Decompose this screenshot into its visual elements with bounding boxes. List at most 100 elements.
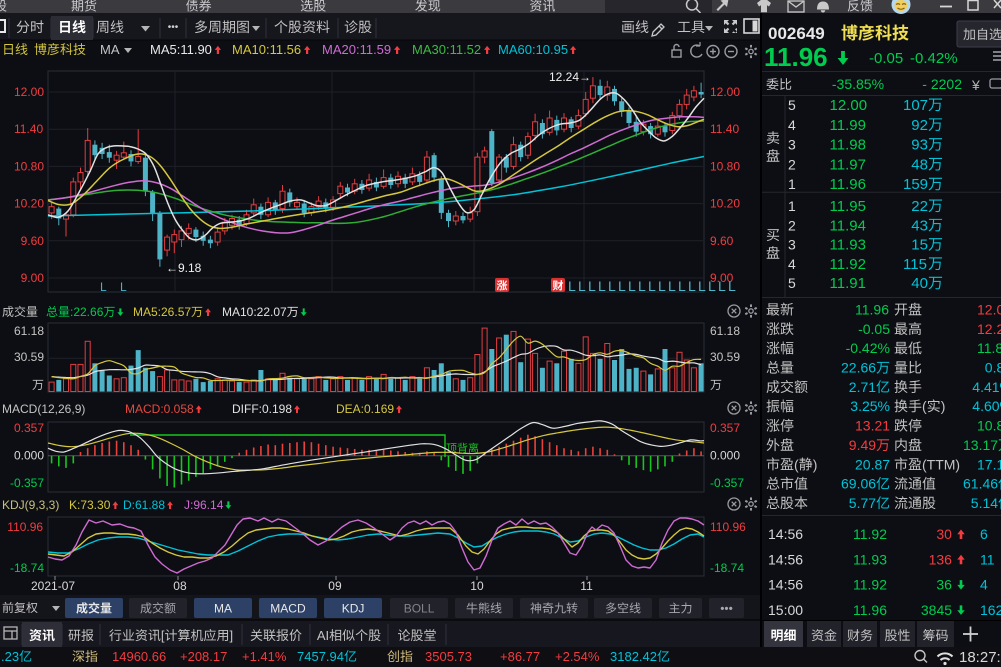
svg-text:12.00: 12.00 (830, 97, 868, 114)
svg-text:9.49: 9.49 (849, 437, 876, 453)
svg-text:L: L (120, 280, 127, 294)
svg-text:L: L (728, 278, 736, 294)
svg-text:): ) (813, 456, 818, 472)
svg-text:L: L (578, 278, 586, 294)
svg-text:MA20:11.59: MA20:11.59 (322, 42, 391, 57)
svg-text:DIFF:0.198: DIFF:0.198 (232, 402, 292, 416)
svg-text:•••: ••• (168, 22, 179, 33)
svg-text:- 2202: - 2202 (922, 76, 962, 92)
svg-text:4: 4 (788, 117, 796, 133)
svg-text:11.96: 11.96 (853, 602, 887, 618)
svg-text:0.000: 0.000 (710, 449, 740, 463)
svg-text:L: L (708, 278, 716, 294)
svg-text:48: 48 (911, 156, 928, 173)
svg-text:D:61.88: D:61.88 (123, 498, 165, 512)
svg-text:0.357: 0.357 (710, 421, 740, 435)
svg-text:11.93: 11.93 (830, 237, 866, 254)
svg-text:0.357: 0.357 (14, 421, 44, 435)
svg-text:9.00: 9.00 (21, 271, 45, 285)
svg-text:-0.42%: -0.42% (910, 50, 958, 67)
svg-text:11.95: 11.95 (830, 198, 866, 215)
svg-text:3505.73: 3505.73 (425, 649, 472, 664)
svg-text:61.46: 61.46 (963, 476, 998, 492)
svg-text:): ) (941, 398, 946, 414)
svg-text:08: 08 (173, 579, 187, 593)
svg-text:L: L (678, 278, 686, 294)
svg-text:3.25%: 3.25% (850, 398, 890, 414)
svg-text:162: 162 (980, 602, 1001, 618)
svg-text:5: 5 (788, 275, 796, 291)
svg-text:MACD:0.058: MACD:0.058 (125, 402, 194, 416)
svg-text:MA10:11.56: MA10:11.56 (232, 42, 301, 57)
svg-text:L: L (100, 280, 107, 294)
svg-text:10.20: 10.20 (14, 197, 44, 211)
svg-text:MACD: MACD (270, 602, 306, 616)
svg-text:]: ] (230, 628, 234, 643)
svg-text:L: L (718, 278, 726, 294)
svg-text:6: 6 (980, 526, 988, 542)
svg-text:-35.85%: -35.85% (832, 76, 884, 92)
svg-text:12.01: 12.01 (977, 302, 1001, 318)
svg-text:4.60%: 4.60% (972, 398, 1001, 414)
svg-text:10.80: 10.80 (14, 159, 44, 173)
svg-text:L: L (568, 278, 576, 294)
svg-text:3845: 3845 (921, 602, 952, 618)
svg-text:MA60:10.95: MA60:10.95 (498, 42, 568, 57)
svg-text:17.12: 17.12 (977, 456, 1001, 472)
svg-text:136: 136 (929, 551, 953, 567)
svg-text:110.96: 110.96 (7, 520, 43, 534)
svg-text:9.60: 9.60 (710, 234, 734, 248)
svg-text:11.92: 11.92 (853, 577, 887, 593)
svg-text:3182.42: 3182.42 (610, 649, 657, 664)
svg-text:10: 10 (470, 579, 484, 593)
svg-text:KDJ(9,3,3): KDJ(9,3,3) (2, 498, 59, 512)
svg-text:2: 2 (788, 217, 796, 233)
svg-text:MACD(12,26,9): MACD(12,26,9) (2, 402, 85, 416)
svg-text:9.00: 9.00 (710, 271, 734, 285)
svg-text:-0.05: -0.05 (869, 50, 903, 67)
svg-text:10.80: 10.80 (710, 159, 740, 173)
svg-text:30.59: 30.59 (710, 350, 740, 364)
svg-text:1: 1 (788, 198, 796, 214)
svg-text:61.18: 61.18 (14, 324, 44, 338)
svg-text:4: 4 (788, 256, 796, 272)
svg-text:5.14: 5.14 (971, 495, 998, 511)
svg-text:11.97: 11.97 (830, 156, 866, 173)
svg-text:11.96: 11.96 (855, 302, 889, 318)
svg-text:7457.94: 7457.94 (297, 649, 344, 664)
svg-text:-0.357: -0.357 (10, 476, 44, 490)
svg-text:(: ( (794, 456, 799, 472)
svg-text:93: 93 (911, 137, 928, 154)
svg-text:MA5:26.57: MA5:26.57 (133, 305, 191, 319)
svg-text:115: 115 (903, 256, 927, 273)
svg-text:11.93: 11.93 (853, 551, 887, 567)
svg-text:L: L (628, 278, 636, 294)
svg-text:L: L (588, 278, 596, 294)
svg-text:MA10:22.07: MA10:22.07 (222, 305, 287, 319)
svg-text:[: [ (161, 628, 165, 643)
svg-text:L: L (618, 278, 626, 294)
svg-text:12.24→: 12.24→ (549, 70, 591, 84)
svg-text:107: 107 (903, 97, 928, 114)
svg-text:J:96.14: J:96.14 (184, 498, 224, 512)
svg-text:11.92: 11.92 (853, 526, 887, 542)
svg-text:.23: .23 (1, 649, 19, 664)
svg-text:61.18: 61.18 (710, 324, 740, 338)
svg-text:11.40: 11.40 (710, 122, 739, 136)
svg-text:09: 09 (328, 579, 342, 593)
svg-text:K:73.30: K:73.30 (69, 498, 111, 512)
svg-text:11.92: 11.92 (830, 256, 866, 273)
svg-text:69.06: 69.06 (841, 476, 876, 492)
svg-text:11.96: 11.96 (764, 42, 828, 72)
svg-text:5.77: 5.77 (849, 495, 876, 511)
svg-text::22.66: :22.66 (70, 305, 104, 319)
svg-text:11.99: 11.99 (830, 117, 866, 134)
svg-text:11: 11 (580, 579, 593, 593)
svg-text:20.87: 20.87 (855, 456, 890, 472)
svg-text:+1.41%: +1.41% (242, 649, 287, 664)
svg-text:12.00: 12.00 (710, 85, 740, 99)
svg-text:MA5:11.90: MA5:11.90 (150, 42, 212, 57)
svg-text:L: L (668, 278, 676, 294)
svg-text:14:56: 14:56 (768, 577, 803, 593)
svg-text:13.17: 13.17 (963, 437, 998, 453)
